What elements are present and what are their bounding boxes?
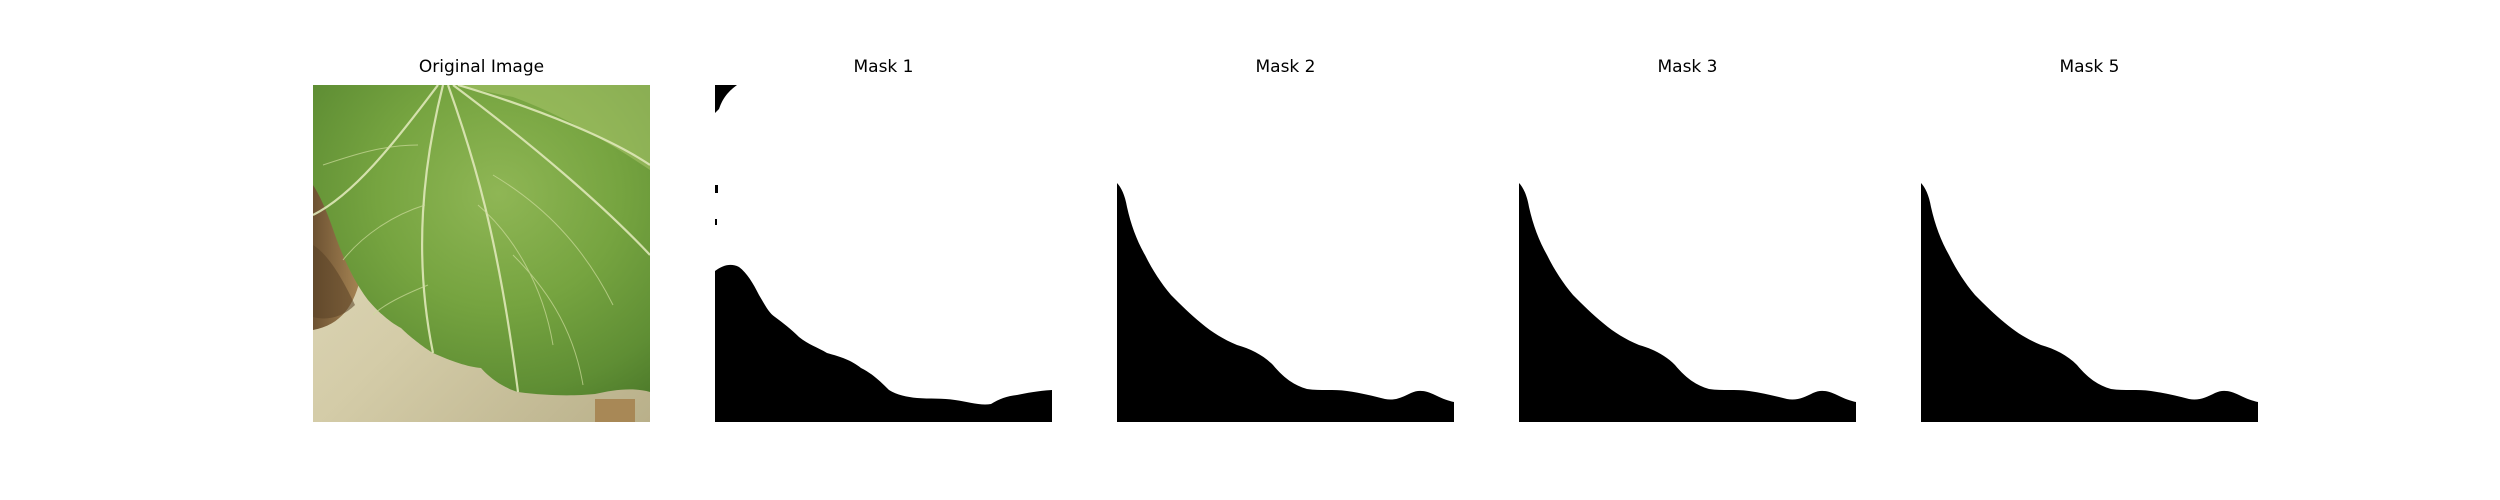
leaf-photo: [313, 85, 650, 422]
mask-1-shape: [715, 85, 1052, 422]
mask-3-shape: [1519, 85, 1856, 422]
mask-1-image: [715, 85, 1052, 422]
panel-title-mask-2: Mask 2: [1255, 57, 1316, 77]
panel-mask-1: Mask 1: [715, 56, 1052, 422]
mask-2-shape: [1117, 85, 1454, 422]
mask-3-image: [1519, 85, 1856, 422]
panel-mask-3: Mask 3: [1519, 56, 1856, 422]
panel-title-mask-5: Mask 5: [2059, 57, 2120, 77]
original-image: [313, 85, 650, 422]
mask-5-shape: [1921, 85, 2258, 422]
panel-title-mask-3: Mask 3: [1657, 57, 1718, 77]
mask-2-image: [1117, 85, 1454, 422]
panel-mask-5: Mask 5: [1921, 56, 2258, 422]
panel-title-mask-1: Mask 1: [853, 57, 914, 77]
panel-title-original: Original Image: [418, 57, 545, 77]
panel-mask-2: Mask 2: [1117, 56, 1454, 422]
mask-5-image: [1921, 85, 2258, 422]
panel-original: Original Image: [313, 56, 650, 422]
